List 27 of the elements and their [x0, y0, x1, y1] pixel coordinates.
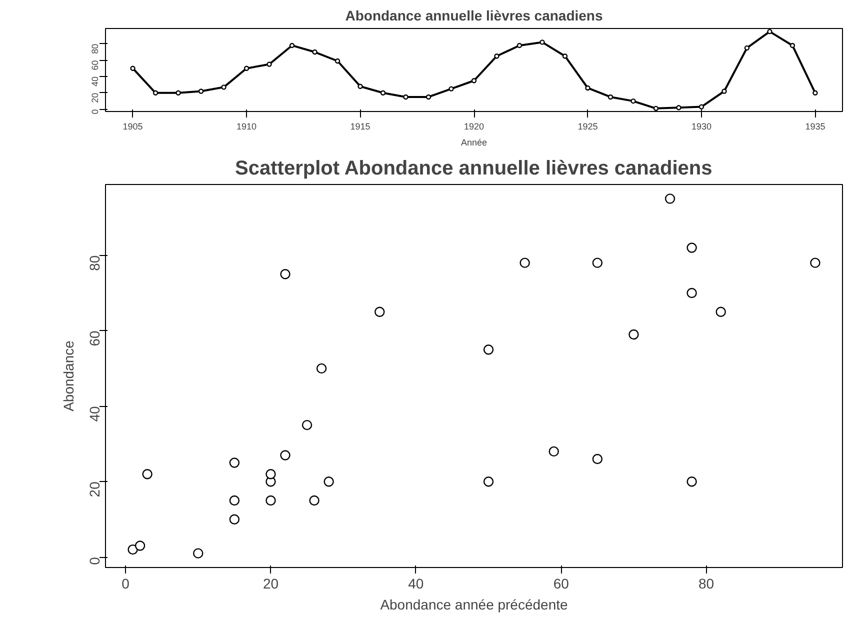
- x-tick-label: 40: [408, 576, 424, 592]
- x-tick-label: 0: [122, 576, 130, 592]
- x-tick-label: 1910: [236, 122, 257, 132]
- y-tick-label: 60: [90, 60, 100, 70]
- x-tick-label: 1920: [464, 122, 484, 132]
- x-tick-label: 1935: [805, 122, 826, 132]
- x-tick-label: 1905: [122, 122, 143, 132]
- x-axis-title: Année: [460, 138, 488, 148]
- y-tick-label: 20: [90, 92, 100, 103]
- y-tick-label: 40: [86, 406, 102, 422]
- y-tick-label: 20: [86, 481, 102, 498]
- x-axis-title: Abondance année précédente: [380, 596, 568, 612]
- x-tick-label: 80: [698, 576, 714, 592]
- x-tick-label: 1930: [691, 122, 712, 132]
- y-tick-label: 0: [86, 556, 102, 565]
- x-tick-label: 1925: [578, 122, 598, 132]
- chart-title: Scatterplot Abondance annuelle lièvres canadiens: [235, 158, 712, 180]
- y-tick-label: 80: [86, 255, 102, 271]
- y-tick-label: 60: [86, 330, 102, 346]
- y-tick-label: 80: [90, 44, 100, 54]
- x-tick-label: 1915: [350, 122, 370, 132]
- chart-title: Abondance annuelle lièvres canadiens: [345, 8, 603, 24]
- y-tick-label: 0: [90, 109, 100, 114]
- x-tick-label: 60: [553, 576, 570, 592]
- y-tick-label: 40: [90, 76, 100, 87]
- y-axis-title: Abondance: [60, 340, 76, 412]
- x-tick-label: 20: [262, 576, 279, 592]
